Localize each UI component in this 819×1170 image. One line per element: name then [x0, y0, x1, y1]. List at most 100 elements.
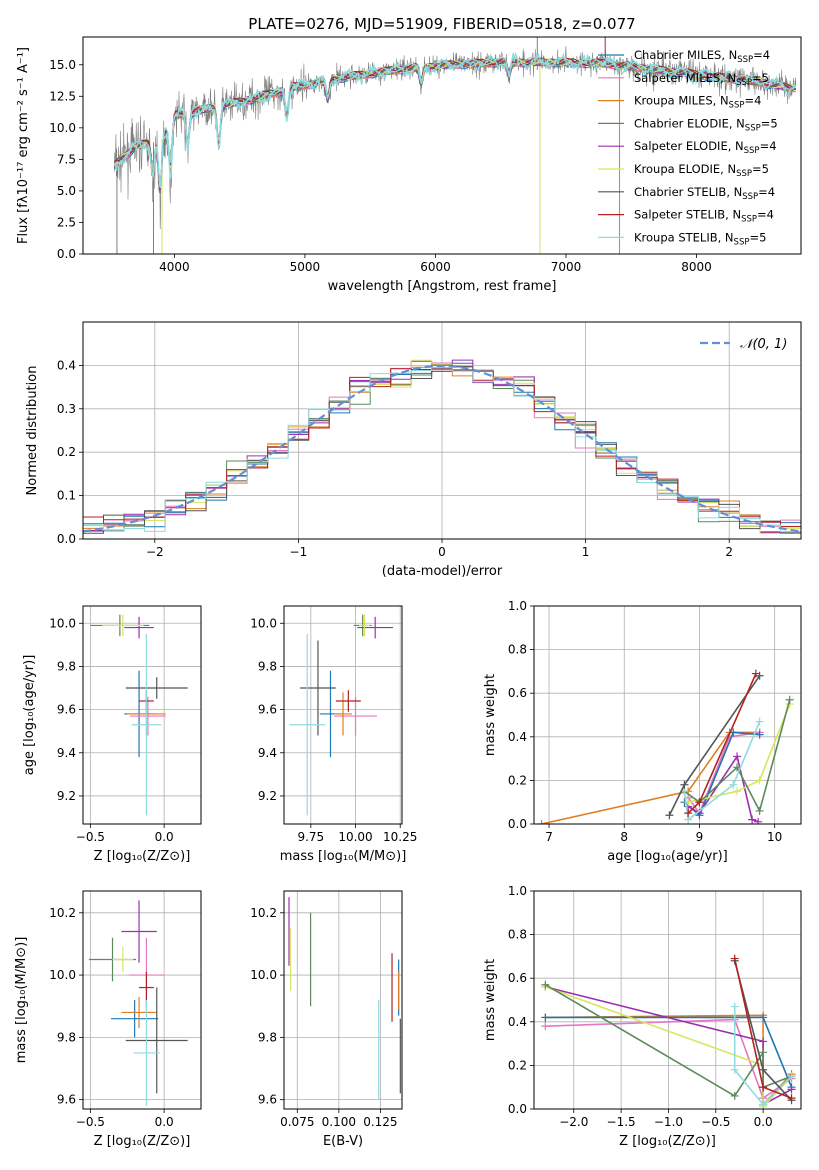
weight-line-salpeter_miles	[545, 1018, 792, 1100]
x-tick-label: −2.0	[559, 1115, 588, 1129]
weight-marker-chabrier_miles	[755, 730, 764, 739]
x-tick-label: 0.075	[280, 1115, 314, 1129]
plot-frame-mass_vs_EBV	[283, 890, 403, 1110]
legend-entry: Kroupa MILES, NSSP=4	[634, 94, 761, 111]
panel-massweight_vs_age: 7 8 9 10 0.0 0.2 0.4 0.6 0.8 1.0 age [log₁₀(age/yr…	[483, 599, 802, 864]
y-tick-label: 0.0	[508, 1102, 527, 1116]
y-tick-label: 0.2	[57, 445, 76, 459]
weight-marker-kroupa_stelib	[729, 780, 738, 789]
weight-line-kroupa_stelib	[733, 1006, 793, 1106]
y-axis-label: mass [log₁₀(M/M⊙)]	[14, 937, 29, 1064]
y-tick-label: 0.4	[57, 358, 76, 372]
weight-marker-chabrier_elodie	[730, 1091, 739, 1100]
weight-marker-kroupa_stelib	[755, 717, 764, 726]
legend-entry: Salpeter MILES, NSSP=5	[634, 71, 769, 88]
plot-frame-age_vs_mass	[283, 605, 403, 825]
y-tick-label: 0.2	[508, 1058, 527, 1072]
legend-entry: Chabrier ELODIE, NSSP=5	[634, 116, 778, 133]
plot-area-massweight_vs_Z	[541, 954, 796, 1109]
x-axis-label: age [log₁₀(age/yr)]	[607, 849, 728, 864]
weight-marker-chabrier_elodie	[541, 980, 550, 989]
weight-marker-salpeter_stelib	[751, 669, 760, 678]
plot-frame-residuals	[82, 321, 802, 540]
weight-marker-chabrier_miles	[541, 1013, 550, 1022]
x-tick-label: 9.75	[297, 830, 324, 844]
weight-marker-chabrier_stelib	[759, 1065, 768, 1074]
panel-residuals: −2 −1 0 1 2 0.0 0.1 0.2 0.3 0.4 (data-model)/error…	[25, 321, 802, 579]
axes-age_vs_mass: 9.75 10.00 10.25 9.2 9.4 9.6 9.8 10.0 mass [log₁…	[250, 606, 417, 864]
weight-marker-chabrier_stelib	[680, 780, 689, 789]
x-axis-label: Z [log₁₀(Z/Z⊙)]	[619, 1134, 716, 1149]
y-tick-label: 10.0	[250, 968, 277, 982]
y-axis-label: mass weight	[483, 959, 498, 1041]
x-tick-label: 1	[582, 545, 590, 559]
weight-marker-salpeter_stelib	[787, 1094, 796, 1103]
x-tick-label: −1.5	[607, 1115, 636, 1129]
y-tick-label: 9.6	[258, 1093, 277, 1107]
y-tick-label: 0.6	[508, 686, 527, 700]
y-tick-label: 0.0	[57, 532, 76, 546]
chart-title: PLATE=0276, MJD=51909, FIBERID=0518, z=0…	[248, 15, 635, 33]
legend-entry: Kroupa ELODIE, NSSP=5	[634, 162, 769, 179]
weight-marker-kroupa_elodie	[733, 787, 742, 796]
legend-entry: Kroupa STELIB, NSSP=5	[634, 230, 766, 247]
plot-area-massweight_vs_age	[537, 669, 794, 824]
y-tick-label: 1.0	[508, 884, 527, 898]
y-tick-label: 1.0	[508, 599, 527, 613]
y-tick-label: 10.0	[49, 968, 76, 982]
y-tick-label: 9.8	[57, 659, 76, 673]
weight-marker-chabrier_stelib	[665, 811, 674, 820]
x-tick-label: 8	[620, 830, 628, 844]
x-axis-label: E(B-V)	[323, 1134, 363, 1149]
panel-massweight_vs_Z: −2.0 −1.5 −1.0 −0.5 0.0 0.0 0.2 0.4 0.6 0.8 1.0 Z […	[483, 884, 802, 1149]
y-axis-label: Normed distribution	[25, 366, 40, 496]
plot-area-mass_vs_EBV	[288, 897, 401, 1100]
x-tick-label: 10.25	[383, 830, 417, 844]
legend-entry: 𝒩(0, 1)	[740, 337, 787, 352]
y-axis-label: Flux [fλ10⁻¹⁷ erg cm⁻² s⁻¹ A⁻¹]	[16, 47, 31, 244]
y-tick-label: 9.8	[258, 1030, 277, 1044]
weight-marker-salpeter_stelib	[730, 954, 739, 963]
weight-marker-kroupa_stelib	[787, 1072, 796, 1081]
y-tick-label: 9.2	[258, 789, 277, 803]
weight-marker-chabrier_elodie	[755, 806, 764, 815]
weight-marker-salpeter_stelib	[759, 1083, 768, 1092]
axes-mass_vs_EBV: 0.075 0.100 0.125 9.6 9.8 10.0 10.2 E(B-V)	[250, 891, 402, 1149]
x-tick-label: −1	[290, 545, 308, 559]
x-tick-label: 0.100	[322, 1115, 356, 1129]
y-tick-label: 5.0	[57, 184, 76, 198]
gaussian-curve	[83, 364, 801, 533]
x-tick-label: 4000	[159, 260, 190, 274]
weight-line-kroupa_elodie	[688, 703, 791, 803]
y-tick-label: 9.6	[57, 1093, 76, 1107]
x-axis-label: (data-model)/error	[382, 564, 503, 579]
y-tick-label: 15.0	[49, 58, 76, 72]
model-fit-kroupa_stelib-top	[114, 51, 796, 189]
y-tick-label: 9.2	[57, 789, 76, 803]
weight-line-kroupa_stelib	[683, 721, 761, 822]
y-tick-label: 9.4	[57, 746, 76, 760]
y-tick-label: 0.4	[508, 1015, 527, 1029]
weight-marker-salpeter_miles	[541, 1022, 550, 1031]
weight-marker-salpeter_elodie	[759, 1037, 768, 1046]
axes-residuals: −2 −1 0 1 2 0.0 0.1 0.2 0.3 0.4 (data-model)/error…	[25, 322, 801, 579]
axes-massweight_vs_age: 7 8 9 10 0.0 0.2 0.4 0.6 0.8 1.0 age [log₁₀(age/yr…	[483, 599, 801, 864]
y-tick-label: 0.1	[57, 489, 76, 503]
model-fit-chabrier_stelib	[113, 57, 797, 191]
plot-area-age_vs_Z	[90, 614, 188, 816]
x-tick-label: 7	[545, 830, 553, 844]
y-tick-label: 10.0	[49, 121, 76, 135]
x-tick-label: −0.5	[701, 1115, 730, 1129]
y-axis-label: mass weight	[483, 674, 498, 756]
weight-marker-salpeter_elodie	[787, 1085, 796, 1094]
plot-area-spec	[113, 37, 797, 254]
x-tick-label: 7000	[551, 260, 582, 274]
y-tick-label: 0.0	[57, 247, 76, 261]
weight-marker-kroupa_stelib	[759, 1100, 768, 1109]
legend: 𝒩(0, 1)	[700, 337, 787, 352]
model-fit-kroupa_elodie	[113, 58, 797, 189]
x-tick-label: −0.5	[76, 1115, 105, 1129]
x-tick-label: 10	[767, 830, 782, 844]
x-axis-label: Z [log₁₀(Z/Z⊙)]	[94, 1134, 191, 1149]
weight-marker-kroupa_stelib	[730, 1002, 739, 1011]
